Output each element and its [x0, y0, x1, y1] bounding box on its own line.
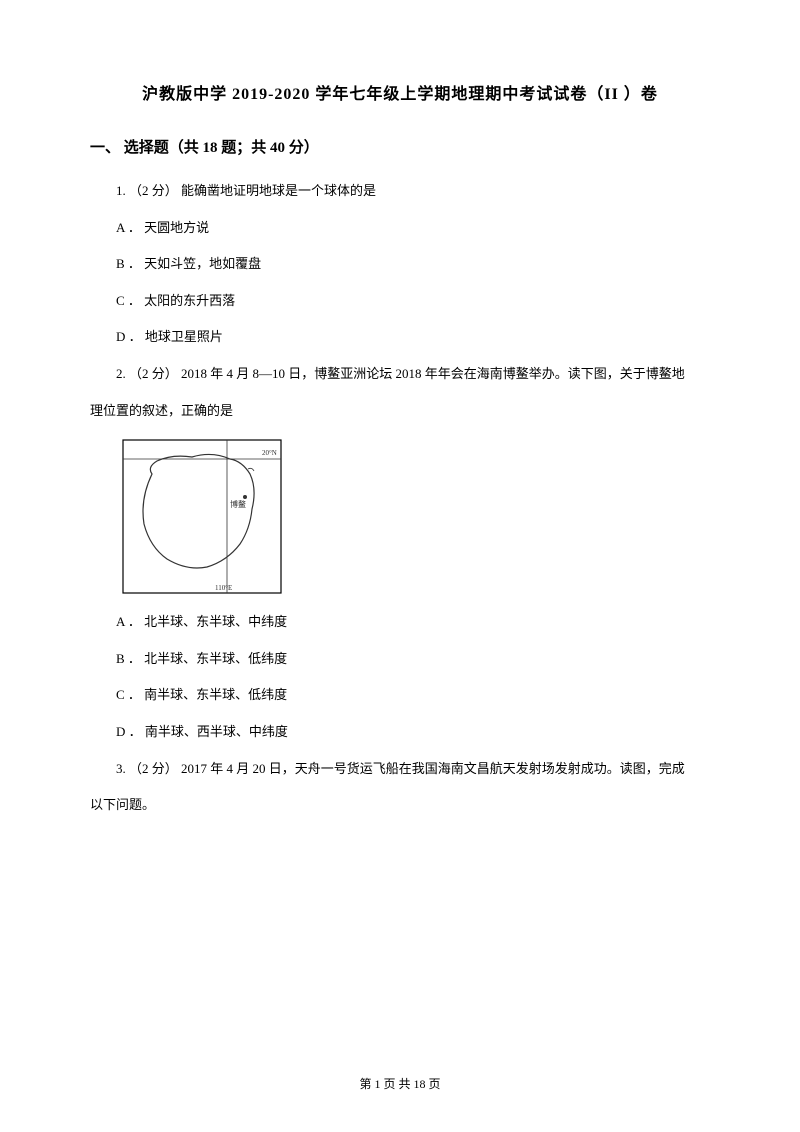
option-text: 南半球、西半球、中纬度 — [145, 724, 288, 739]
exam-title: 沪教版中学 2019-2020 学年七年级上学期地理期中考试试卷（II ）卷 — [90, 80, 710, 104]
q1-option-b: B ． 天如斗笠，地如覆盘 — [90, 250, 710, 279]
option-letter: A ． — [116, 220, 141, 235]
question-3: 3. （2 分） 2017 年 4 月 20 日，天舟一号货运飞船在我国海南文昌… — [90, 755, 710, 784]
q1-option-c: C ． 太阳的东升西落 — [90, 287, 710, 316]
q2-option-b: B ． 北半球、东半球、低纬度 — [90, 645, 710, 674]
map-lat-label: 20°N — [262, 449, 277, 457]
q2-option-d: D ． 南半球、西半球、中纬度 — [90, 718, 710, 747]
q1-stem: 能确凿地证明地球是一个球体的是 — [181, 183, 376, 198]
footer-mid: 页 共 — [380, 1077, 413, 1091]
hainan-map-icon: 20°N 110°E 博鳌 — [122, 439, 282, 594]
map-lon-label: 110°E — [215, 584, 232, 592]
q1-number: 1. — [116, 183, 126, 198]
question-2: 2. （2 分） 2018 年 4 月 8—10 日，博鳌亚洲论坛 2018 年… — [90, 360, 710, 389]
option-letter: B ． — [116, 651, 141, 666]
option-text: 北半球、东半球、中纬度 — [144, 614, 287, 629]
option-text: 南半球、东半球、低纬度 — [144, 687, 287, 702]
section-header: 一、 选择题（共 18 题；共 40 分） — [90, 136, 710, 157]
map-figure: 20°N 110°E 博鳌 — [122, 439, 282, 594]
q1-option-d: D ． 地球卫星照片 — [90, 323, 710, 352]
q2-number: 2. — [116, 366, 126, 381]
q3-stem-line2: 以下问题。 — [90, 791, 710, 820]
section-label: 选择题（共 18 题；共 40 分） — [124, 140, 319, 156]
option-text: 北半球、东半球、低纬度 — [144, 651, 287, 666]
q2-stem-line1: 2018 年 4 月 8—10 日，博鳌亚洲论坛 2018 年年会在海南博鳌举办… — [181, 366, 685, 381]
q2-stem-line2: 理位置的叙述，正确的是 — [90, 397, 710, 426]
section-number: 一、 — [90, 140, 120, 156]
q3-number: 3. — [116, 761, 126, 776]
page-footer: 第 1 页 共 18 页 — [0, 1075, 800, 1092]
option-letter: D ． — [116, 724, 142, 739]
option-text: 天如斗笠，地如覆盘 — [144, 256, 261, 271]
option-letter: A ． — [116, 614, 141, 629]
footer-suffix: 页 — [426, 1077, 441, 1091]
q2-option-c: C ． 南半球、东半球、低纬度 — [90, 681, 710, 710]
q2-points: （2 分） — [129, 366, 178, 381]
option-letter: B ． — [116, 256, 141, 271]
boao-label: 博鳌 — [230, 499, 246, 509]
option-letter: C ． — [116, 687, 141, 702]
option-text: 太阳的东升西落 — [144, 293, 235, 308]
option-letter: C ． — [116, 293, 141, 308]
option-text: 天圆地方说 — [144, 220, 209, 235]
q1-points: （2 分） — [129, 183, 178, 198]
q3-stem-line1: 2017 年 4 月 20 日，天舟一号货运飞船在我国海南文昌航天发射场发射成功… — [181, 761, 685, 776]
footer-total: 18 — [414, 1077, 426, 1091]
q2-option-a: A ． 北半球、东半球、中纬度 — [90, 608, 710, 637]
boao-marker-icon — [243, 495, 247, 499]
q1-option-a: A ． 天圆地方说 — [90, 214, 710, 243]
option-letter: D ． — [116, 329, 142, 344]
question-1: 1. （2 分） 能确凿地证明地球是一个球体的是 — [90, 177, 710, 206]
footer-prefix: 第 — [359, 1077, 374, 1091]
q3-points: （2 分） — [129, 761, 178, 776]
option-text: 地球卫星照片 — [145, 329, 223, 344]
